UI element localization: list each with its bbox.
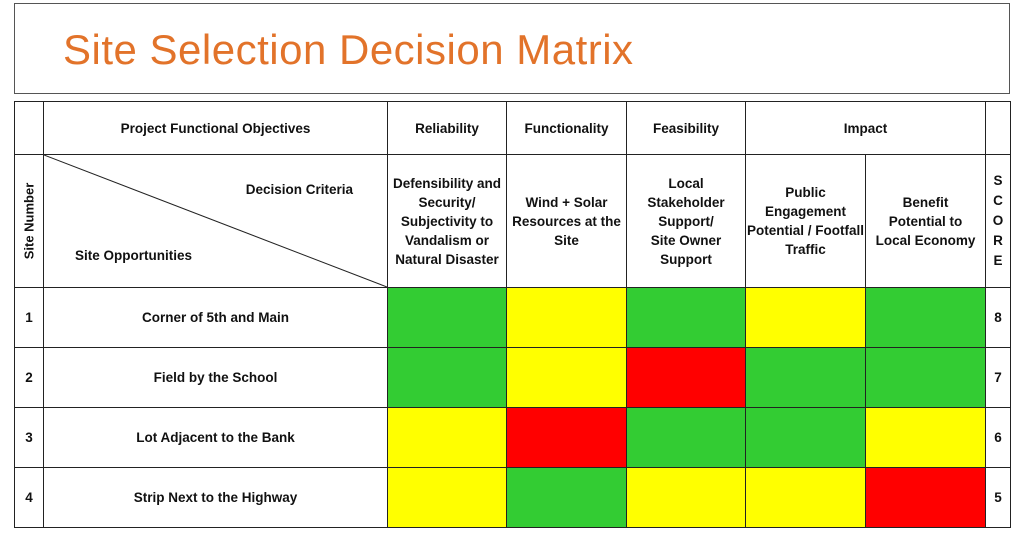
rating-cell-yellow bbox=[506, 287, 627, 348]
site-row: 1 Corner of 5th and Main 8 bbox=[14, 287, 1011, 348]
objectives-row: Project Functional Objectives Reliabilit… bbox=[14, 101, 1011, 155]
site-row: 2 Field by the School 7 bbox=[14, 347, 1011, 408]
site-number: 3 bbox=[14, 407, 44, 468]
site-number-header: Site Number bbox=[14, 154, 44, 288]
criterion-stakeholder-support: Local Stakeholder Support/ Site Owner Su… bbox=[626, 154, 746, 288]
site-number: 4 bbox=[14, 467, 44, 528]
rating-cell-green bbox=[387, 287, 507, 348]
objective-feasibility: Feasibility bbox=[626, 101, 746, 155]
rating-cell-red bbox=[865, 467, 986, 528]
diagonal-divider bbox=[44, 155, 387, 287]
decision-criteria-label: Decision Criteria bbox=[245, 182, 353, 197]
score-letter: O bbox=[992, 213, 1004, 228]
site-score: 6 bbox=[985, 407, 1011, 468]
criterion-wind-solar: Wind + Solar Resources at the Site bbox=[506, 154, 627, 288]
objective-reliability: Reliability bbox=[387, 101, 507, 155]
site-name: Corner of 5th and Main bbox=[43, 287, 388, 348]
score-letter: R bbox=[993, 233, 1003, 248]
rating-cell-yellow bbox=[626, 467, 746, 528]
site-number: 1 bbox=[14, 287, 44, 348]
rating-cell-red bbox=[626, 347, 746, 408]
rating-cell-green bbox=[506, 467, 627, 528]
rating-cell-green bbox=[626, 287, 746, 348]
site-row: 3 Lot Adjacent to the Bank 6 bbox=[14, 407, 1011, 468]
rating-cell-green bbox=[865, 287, 986, 348]
criterion-local-economy: Benefit Potential to Local Economy bbox=[865, 154, 986, 288]
rating-cell-yellow bbox=[865, 407, 986, 468]
score-letter: S bbox=[993, 173, 1003, 188]
criterion-text: Wind + Solar Resources at the Site bbox=[512, 194, 621, 248]
corner-cell bbox=[14, 101, 44, 155]
site-row: 4 Strip Next to the Highway 5 bbox=[14, 467, 1011, 528]
rating-cell-yellow bbox=[506, 347, 627, 408]
objectives-label: Project Functional Objectives bbox=[43, 101, 388, 155]
criterion-text: Benefit Potential to Local Economy bbox=[875, 194, 976, 248]
site-score: 8 bbox=[985, 287, 1011, 348]
decision-matrix-table: Project Functional Objectives Reliabilit… bbox=[14, 101, 1011, 528]
criterion-text: Defensibility and Security/ Subjectivity… bbox=[392, 175, 502, 267]
site-number-label: Site Number bbox=[21, 182, 37, 260]
site-name: Field by the School bbox=[43, 347, 388, 408]
rating-cell-yellow bbox=[387, 467, 507, 528]
criterion-public-engagement: Public Engagement Potential / Footfall T… bbox=[745, 154, 866, 288]
criterion-text: Local Stakeholder Support/ Site Owner Su… bbox=[647, 175, 725, 267]
rating-cell-green bbox=[745, 347, 866, 408]
site-score: 5 bbox=[985, 467, 1011, 528]
criterion-text: Public Engagement Potential / Footfall T… bbox=[747, 185, 864, 257]
criteria-row: Site Number Decision Criteria Site Oppor… bbox=[14, 154, 1011, 288]
score-letter: C bbox=[993, 193, 1003, 208]
score-corner-cell bbox=[985, 101, 1011, 155]
rating-cell-red bbox=[506, 407, 627, 468]
page-title: Site Selection Decision Matrix bbox=[63, 26, 634, 73]
site-name: Strip Next to the Highway bbox=[43, 467, 388, 528]
objective-impact: Impact bbox=[745, 101, 986, 155]
rating-cell-green bbox=[387, 347, 507, 408]
objective-functionality: Functionality bbox=[506, 101, 627, 155]
rating-cell-yellow bbox=[745, 287, 866, 348]
score-header: S C O R E bbox=[985, 154, 1011, 288]
title-box: Site Selection Decision Matrix bbox=[14, 3, 1010, 94]
site-score: 7 bbox=[985, 347, 1011, 408]
criterion-defensibility: Defensibility and Security/ Subjectivity… bbox=[387, 154, 507, 288]
score-letter: E bbox=[993, 253, 1003, 268]
site-number: 2 bbox=[14, 347, 44, 408]
rating-cell-green bbox=[865, 347, 986, 408]
rating-cell-yellow bbox=[387, 407, 507, 468]
diagonal-header-cell: Decision Criteria Site Opportunities bbox=[43, 154, 388, 288]
rating-cell-green bbox=[745, 407, 866, 468]
site-name: Lot Adjacent to the Bank bbox=[43, 407, 388, 468]
rating-cell-yellow bbox=[745, 467, 866, 528]
site-opportunities-label: Site Opportunities bbox=[75, 248, 193, 263]
rating-cell-green bbox=[626, 407, 746, 468]
